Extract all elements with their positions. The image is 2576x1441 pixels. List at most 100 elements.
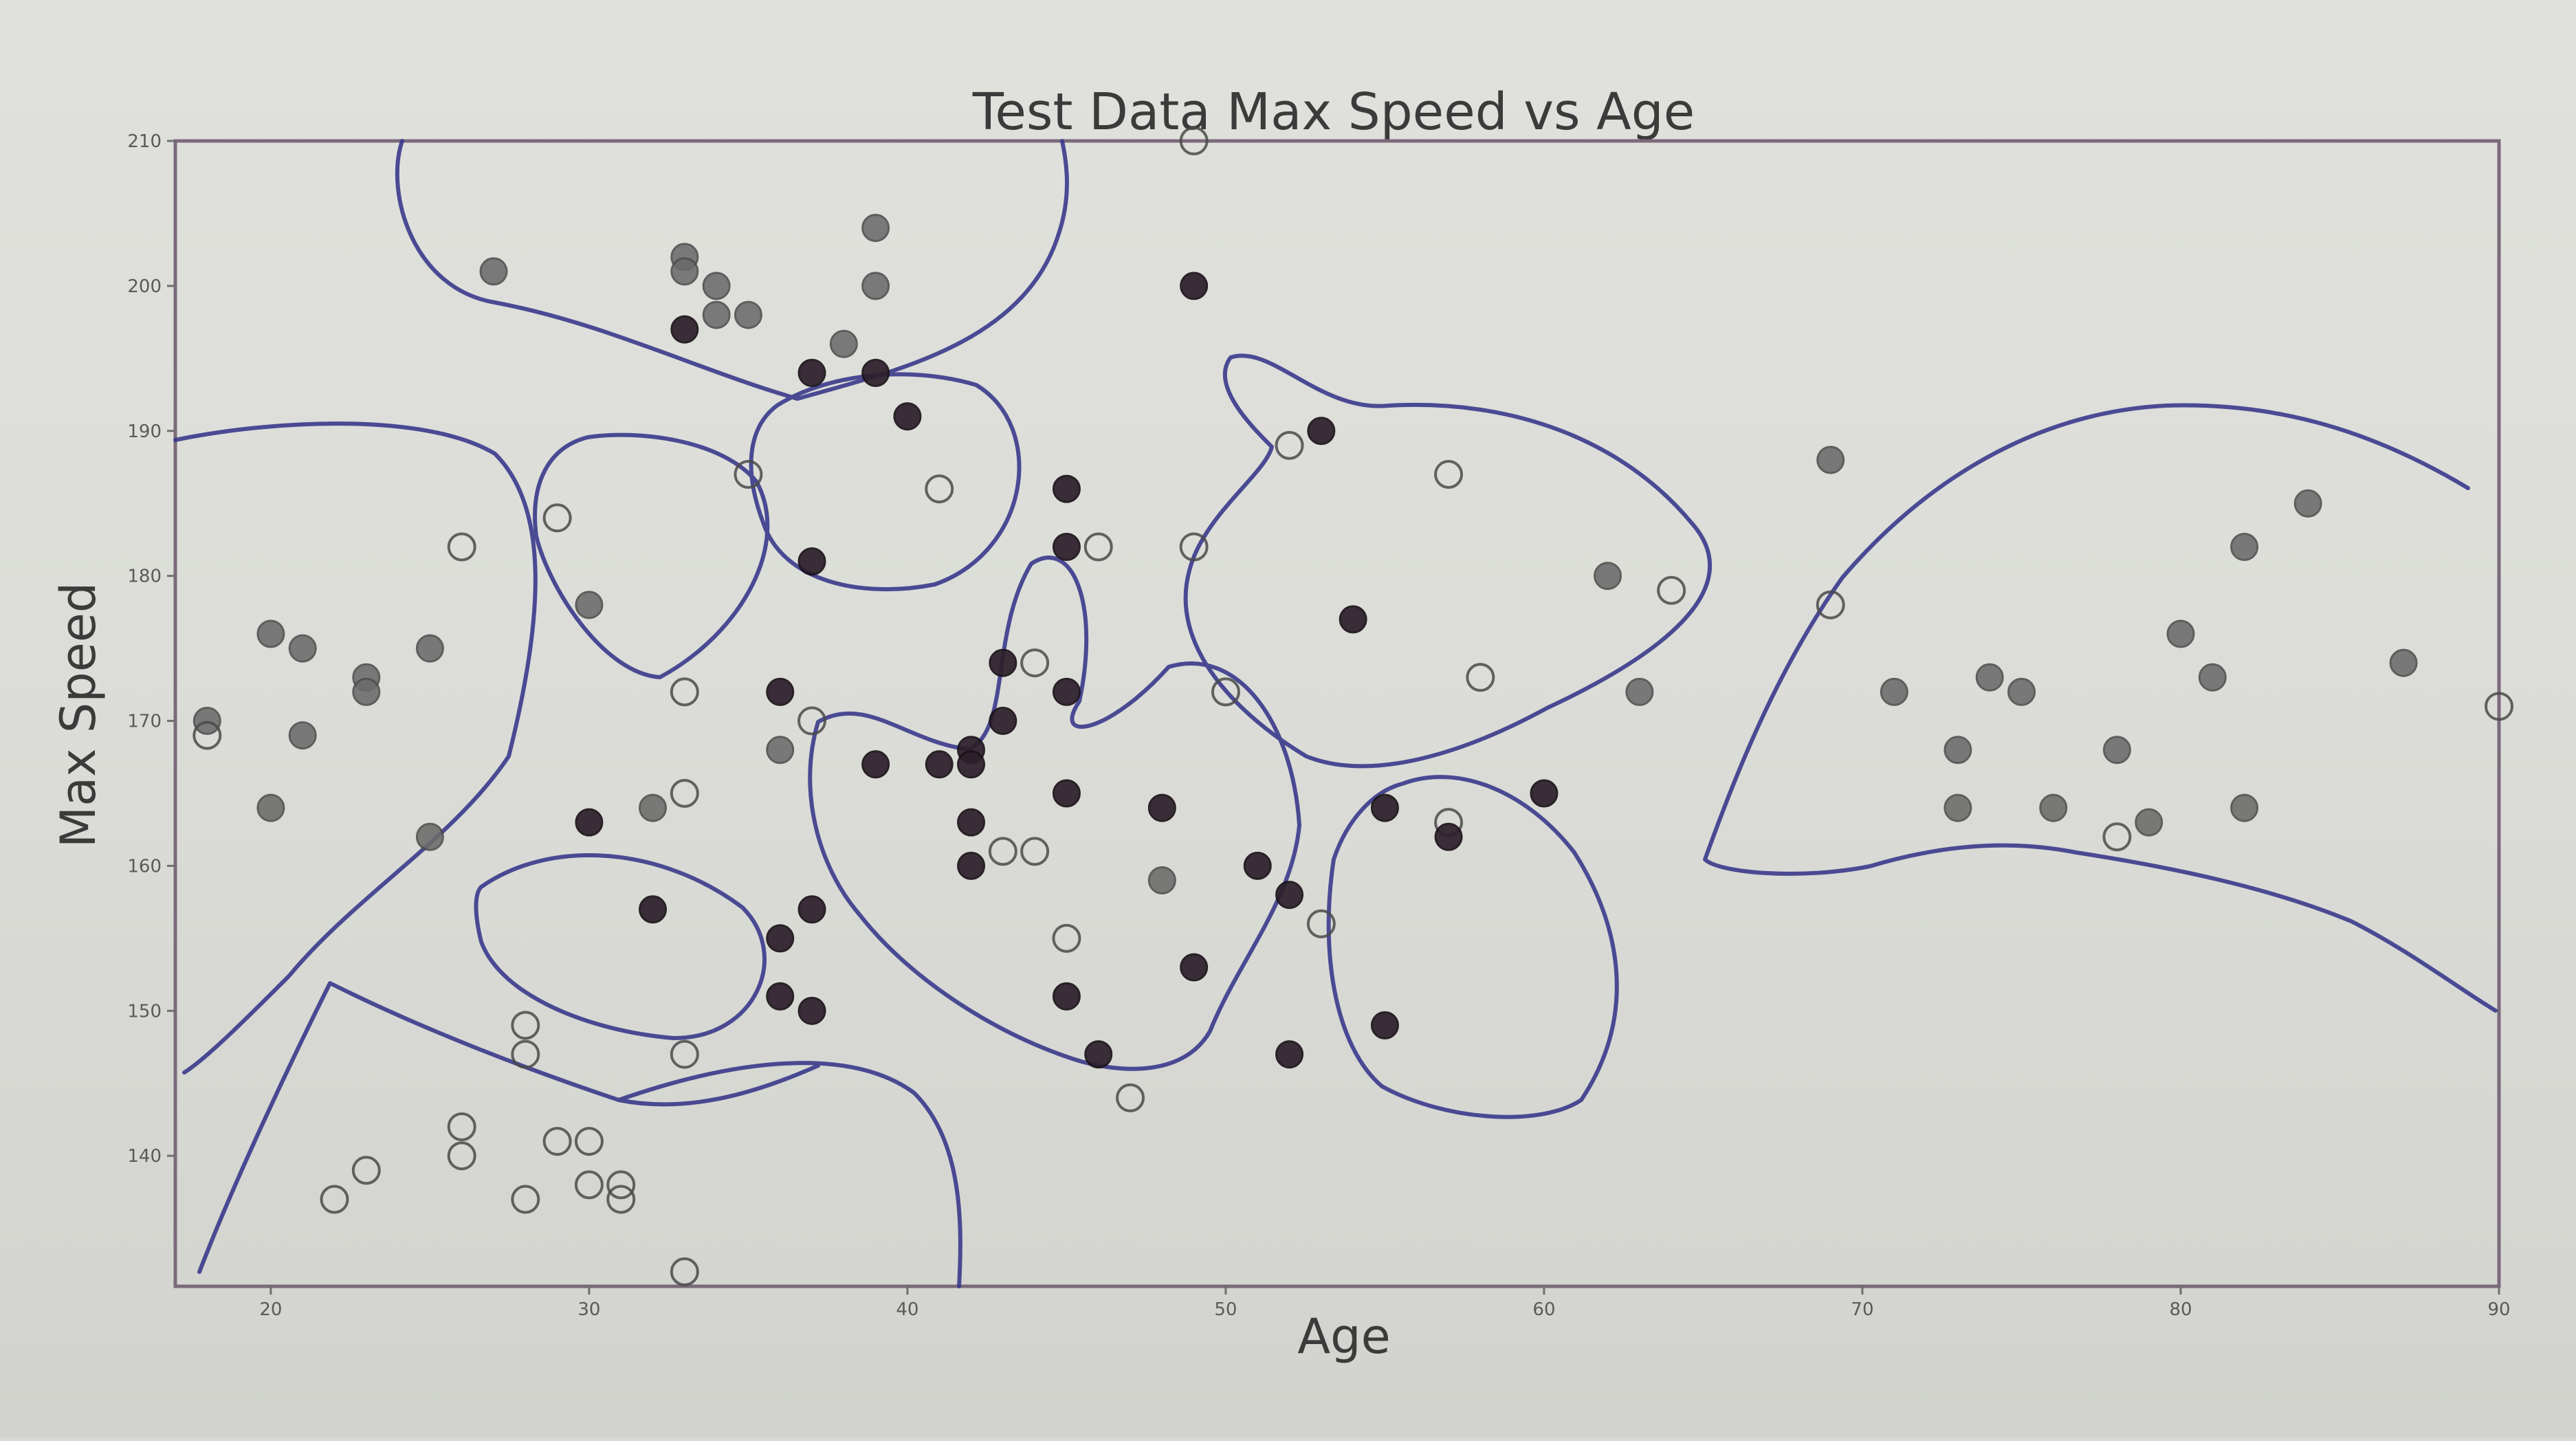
data-point-filled-dark <box>1180 953 1209 982</box>
x-tick-label: 90 <box>2487 1299 2510 1320</box>
data-point-open <box>511 1011 540 1040</box>
data-point-filled-gray <box>1944 793 1972 822</box>
data-point-filled-dark <box>1370 793 1399 822</box>
data-point-filled-gray <box>2102 736 2131 764</box>
data-point-filled-gray <box>1147 866 1176 895</box>
data-point-filled-dark <box>957 750 986 779</box>
x-tick-label: 80 <box>2169 1299 2192 1320</box>
data-point-filled-gray <box>415 634 444 663</box>
data-point-open <box>670 677 699 707</box>
data-point-open <box>1179 126 1209 155</box>
data-point-filled-dark <box>1052 532 1081 561</box>
data-point-filled-dark <box>989 707 1017 736</box>
data-point-open <box>925 474 954 504</box>
hand-drawn-outlines <box>173 139 2498 1288</box>
data-point-filled-dark <box>797 996 826 1025</box>
data-point-filled-dark <box>1052 779 1081 808</box>
data-point-open <box>447 532 476 562</box>
data-point-open <box>192 720 222 750</box>
outline-top-cluster <box>395 139 1069 401</box>
data-point-filled-gray <box>2039 793 2068 822</box>
data-point-filled-gray <box>2198 663 2227 692</box>
x-axis-ticks: 20 30 40 50 60 70 80 90 <box>259 1286 2511 1320</box>
chart-title: Test Data Max Speed vs Age <box>972 82 1695 142</box>
y-tick-label: 170 <box>127 712 162 732</box>
data-point-open <box>734 460 763 490</box>
data-point-open <box>542 503 572 533</box>
data-point-open <box>320 1185 349 1214</box>
data-point-filled-gray <box>2166 619 2195 648</box>
data-point-filled-dark <box>797 547 826 576</box>
data-point-filled-dark <box>1243 851 1272 880</box>
outline-center-loop <box>474 853 767 1040</box>
data-point-open <box>1211 677 1240 707</box>
data-point-filled-dark <box>766 677 795 706</box>
y-tick-label: 160 <box>127 856 162 877</box>
data-point-filled-dark <box>1052 982 1081 1011</box>
data-point-open <box>670 778 699 808</box>
data-point-open <box>670 1257 699 1286</box>
data-point-filled-gray <box>1944 736 1972 764</box>
data-point-filled-gray <box>766 736 795 764</box>
data-point-filled-dark <box>1275 1040 1304 1069</box>
data-point-open <box>511 1185 540 1214</box>
data-point-filled-dark <box>1339 605 1367 634</box>
data-points <box>192 126 2513 1286</box>
data-point-filled-gray <box>1625 677 1654 706</box>
y-axis-ticks: 140 150 160 170 180 190 200 210 <box>127 131 175 1167</box>
data-point-filled-gray <box>288 721 317 750</box>
data-point-filled-gray <box>1816 446 1845 474</box>
data-point-filled-dark <box>1180 272 1209 300</box>
data-point-open <box>1657 575 1686 605</box>
data-point-filled-gray <box>2135 808 2164 837</box>
y-tick-label: 140 <box>127 1146 162 1167</box>
x-axis-label: Age <box>1297 1308 1390 1365</box>
data-point-filled-dark <box>925 750 954 779</box>
data-point-filled-gray <box>1880 677 1908 706</box>
data-point-filled-gray <box>2389 648 2418 677</box>
data-point-open <box>670 1040 699 1069</box>
data-point-open <box>1275 430 1304 460</box>
data-point-filled-dark <box>766 982 795 1011</box>
data-point-filled-gray <box>575 591 604 619</box>
data-point-filled-dark <box>1275 881 1304 910</box>
data-point-open <box>1052 923 1081 953</box>
data-point-filled-dark <box>1052 677 1081 706</box>
plot-area <box>173 139 2501 1288</box>
data-point-open <box>606 1170 636 1200</box>
y-tick-label: 200 <box>127 276 162 297</box>
data-point-open <box>447 1141 476 1171</box>
data-point-filled-gray <box>1594 562 1622 591</box>
data-point-filled-gray <box>702 272 731 300</box>
x-tick-label: 20 <box>259 1299 282 1320</box>
y-tick-label: 210 <box>127 131 162 152</box>
data-point-filled-dark <box>766 924 795 953</box>
data-point-filled-gray <box>2230 532 2259 561</box>
data-point-filled-gray <box>479 257 508 286</box>
data-point-filled-dark <box>1530 779 1559 808</box>
data-point-open <box>542 1127 572 1156</box>
data-point-open <box>1116 1083 1145 1112</box>
data-point-filled-gray <box>734 300 762 329</box>
outline-bottom-left <box>197 981 820 1274</box>
data-point-filled-dark <box>1434 822 1463 851</box>
data-point-filled-gray <box>829 329 858 358</box>
data-point-open <box>1179 532 1209 562</box>
data-point-filled-gray <box>415 822 444 851</box>
x-tick-label: 70 <box>1851 1299 1873 1320</box>
data-point-filled-dark <box>670 315 699 344</box>
data-point-filled-dark <box>1307 417 1336 446</box>
x-tick-label: 50 <box>1214 1299 1237 1320</box>
data-point-open <box>1816 590 1845 619</box>
data-point-open <box>1020 837 1050 866</box>
data-point-open <box>1083 532 1113 562</box>
data-point-filled-dark <box>1084 1040 1113 1069</box>
outline-bottom-center <box>617 1061 962 1288</box>
x-tick-label: 40 <box>896 1299 918 1320</box>
x-tick-label: 30 <box>577 1299 600 1320</box>
data-point-open <box>988 837 1017 866</box>
data-point-filled-gray <box>670 257 699 286</box>
data-point-filled-gray <box>256 793 285 822</box>
